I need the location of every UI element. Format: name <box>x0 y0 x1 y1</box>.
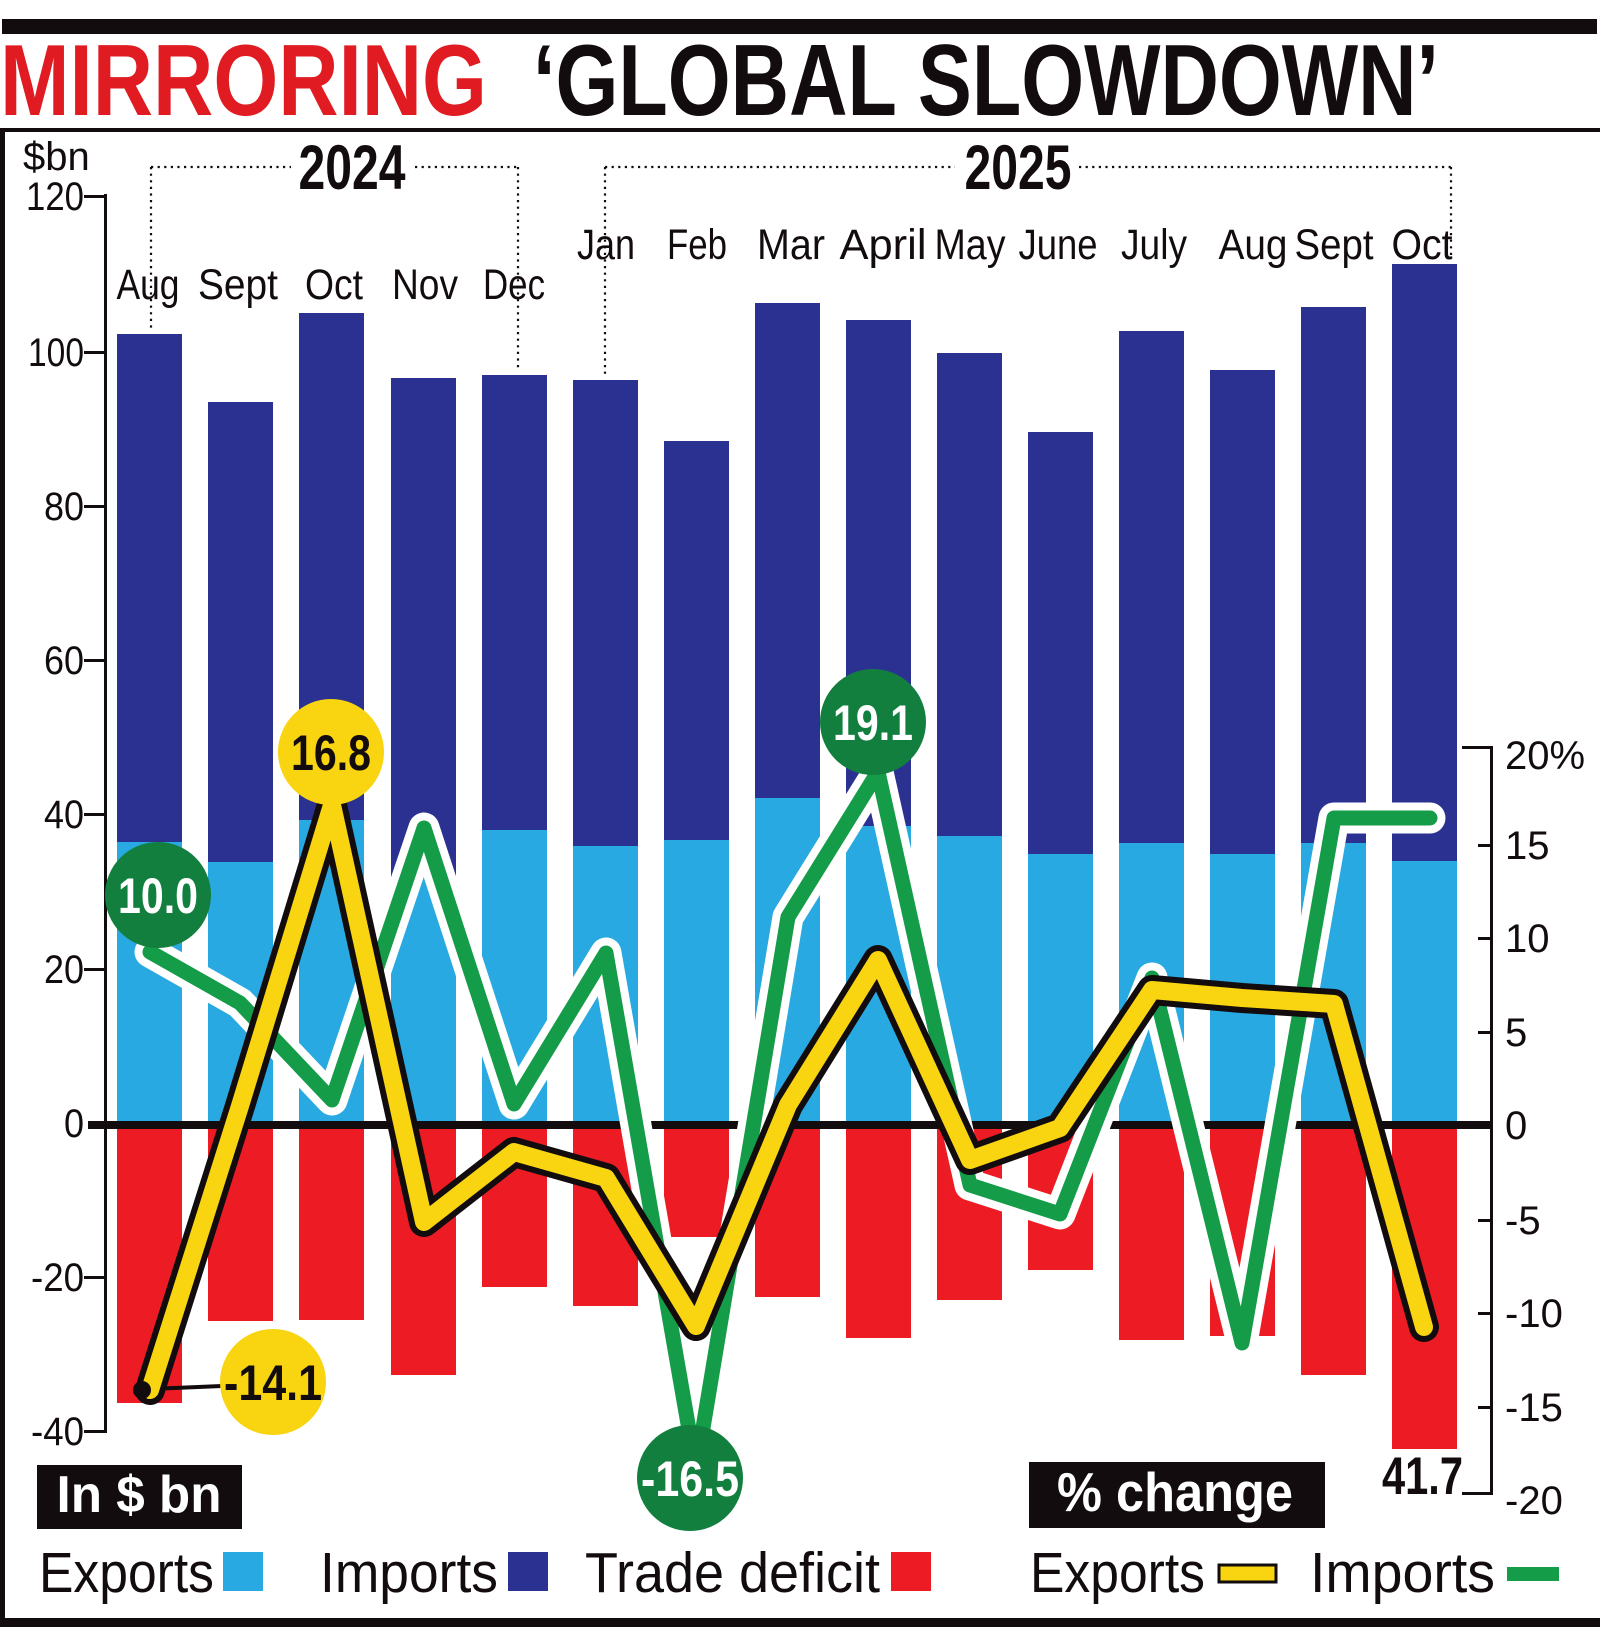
svg-text:Nov: Nov <box>392 261 458 309</box>
svg-text:-20: -20 <box>31 1256 84 1300</box>
svg-text:Jan: Jan <box>577 221 635 269</box>
svg-text:Imports: Imports <box>320 1541 498 1605</box>
svg-text:60: 60 <box>44 639 84 683</box>
svg-text:-14.1: -14.1 <box>224 1355 322 1411</box>
svg-text:80: 80 <box>44 485 84 529</box>
svg-text:-16.5: -16.5 <box>641 1451 739 1507</box>
svg-text:-5: -5 <box>1505 1199 1541 1243</box>
svg-text:Exports: Exports <box>39 1541 214 1605</box>
svg-text:May: May <box>935 221 1006 269</box>
svg-text:June: June <box>1019 221 1098 269</box>
svg-text:Dec: Dec <box>483 261 545 309</box>
svg-text:19.1: 19.1 <box>833 695 913 751</box>
svg-text:April: April <box>840 221 927 269</box>
svg-text:10.0: 10.0 <box>118 868 198 924</box>
svg-text:Oct: Oct <box>1392 221 1453 269</box>
svg-text:Sept: Sept <box>198 261 278 309</box>
svg-text:20%: 20% <box>1505 734 1585 778</box>
svg-text:Exports: Exports <box>1030 1541 1205 1605</box>
svg-text:5: 5 <box>1505 1011 1527 1055</box>
svg-text:Mar: Mar <box>757 221 825 269</box>
svg-text:MIRRORING: MIRRORING <box>0 25 487 137</box>
svg-text:0: 0 <box>64 1102 84 1146</box>
svg-text:2025: 2025 <box>965 133 1072 203</box>
svg-text:-40: -40 <box>31 1410 84 1454</box>
svg-text:10: 10 <box>1505 917 1550 961</box>
svg-text:41.7: 41.7 <box>1382 1447 1463 1506</box>
svg-text:100: 100 <box>28 331 84 375</box>
svg-text:Trade deficit: Trade deficit <box>585 1541 880 1605</box>
svg-text:40: 40 <box>44 793 84 837</box>
svg-text:% change: % change <box>1057 1461 1293 1523</box>
svg-text:Aug: Aug <box>1219 221 1288 269</box>
svg-text:July: July <box>1121 221 1187 269</box>
svg-text:-10: -10 <box>1505 1292 1563 1336</box>
svg-text:-15: -15 <box>1505 1386 1563 1430</box>
svg-text:0: 0 <box>1505 1104 1527 1148</box>
svg-text:120: 120 <box>26 175 84 219</box>
svg-text:16.8: 16.8 <box>291 725 371 781</box>
svg-text:20: 20 <box>44 948 84 992</box>
svg-text:In $ bn: In $ bn <box>57 1466 222 1524</box>
svg-text:‘GLOBAL SLOWDOWN’: ‘GLOBAL SLOWDOWN’ <box>533 25 1439 137</box>
svg-text:Sept: Sept <box>1295 221 1374 269</box>
svg-text:$bn: $bn <box>23 135 90 179</box>
svg-text:Feb: Feb <box>667 221 727 269</box>
svg-text:Imports: Imports <box>1310 1541 1495 1605</box>
svg-text:Oct: Oct <box>305 261 363 309</box>
svg-text:2024: 2024 <box>299 133 406 203</box>
svg-text:Aug: Aug <box>117 261 180 309</box>
svg-text:15: 15 <box>1505 824 1550 868</box>
svg-text:-20: -20 <box>1505 1479 1563 1523</box>
